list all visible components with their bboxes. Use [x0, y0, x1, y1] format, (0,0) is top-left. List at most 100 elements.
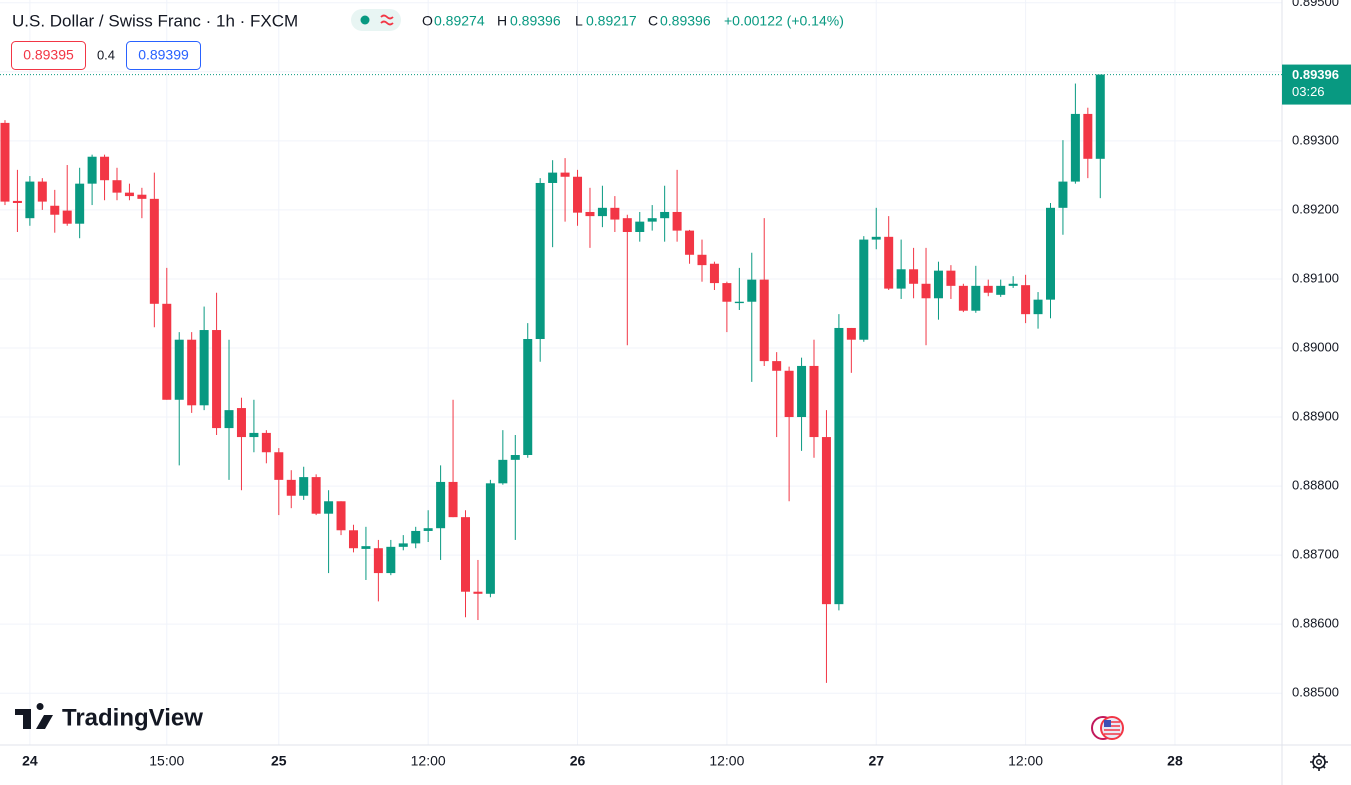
low-value: 0.89217	[586, 13, 637, 29]
candle-body	[573, 176, 583, 213]
candle-body	[971, 285, 981, 311]
open-label: O	[422, 13, 433, 29]
candle-body	[834, 327, 844, 605]
candle-body	[996, 285, 1006, 295]
last-price-box	[1282, 64, 1351, 105]
brand-name: TradingView	[62, 704, 203, 731]
y-tick-label: 0.88700	[1292, 547, 1339, 562]
candle-body	[635, 221, 645, 232]
candle-body	[75, 183, 85, 224]
y-tick-label: 0.89500	[1292, 0, 1339, 9]
open-value: 0.89274	[434, 13, 485, 29]
candle-body	[187, 339, 197, 406]
candle-body	[1095, 74, 1105, 159]
close-label: C	[648, 13, 658, 29]
candle-body	[124, 192, 134, 197]
settings-icon[interactable]	[1310, 753, 1328, 771]
candle-body	[709, 263, 719, 284]
candle-body	[933, 270, 943, 299]
flag-canton	[1104, 720, 1111, 727]
x-tick-label: 12:00	[411, 753, 446, 769]
candle-body	[772, 361, 782, 371]
axes: 0.88500 0.88600 0.88700 0.88800 0.88900 0.890…	[22, 0, 1351, 769]
candle-body	[199, 330, 209, 406]
x-tick-label: 15:00	[149, 753, 184, 769]
candle-body	[361, 546, 371, 549]
high-value: 0.89396	[510, 13, 561, 29]
candle-body	[809, 365, 819, 438]
candle-body	[909, 269, 919, 284]
candle-body	[1070, 113, 1080, 182]
candle-body	[859, 239, 869, 340]
candle-body	[112, 180, 122, 193]
candle-body	[324, 501, 334, 514]
candle-body	[261, 432, 271, 453]
y-tick-label: 0.89300	[1292, 132, 1339, 147]
candle-body	[535, 182, 545, 340]
bar-countdown: 03:26	[1292, 84, 1325, 99]
candle-body	[236, 408, 246, 438]
candle-body	[137, 194, 147, 199]
low-label: L	[575, 13, 583, 29]
candle-body	[100, 156, 110, 181]
candle-body	[87, 156, 97, 184]
close-value: 0.89396	[660, 13, 711, 29]
y-tick-label: 0.88500	[1292, 685, 1339, 700]
candle-body	[946, 270, 956, 286]
candle-body	[286, 479, 296, 496]
y-tick-label: 0.88600	[1292, 616, 1339, 631]
y-tick-label: 0.89000	[1292, 339, 1339, 354]
candle-body	[149, 198, 159, 304]
candle-body	[759, 279, 769, 362]
x-tick-label: 25	[271, 753, 287, 769]
spread: 0.4	[97, 47, 115, 62]
candle-body	[1045, 207, 1055, 300]
candle-body	[610, 207, 620, 220]
candle-body	[162, 303, 172, 400]
candle-body	[846, 327, 856, 340]
x-tick-label: 12:00	[709, 753, 744, 769]
candle-body	[12, 200, 22, 203]
sell-box[interactable]	[11, 41, 86, 70]
candle-body	[672, 211, 682, 231]
status-pill[interactable]	[351, 9, 401, 31]
gear-teeth	[1310, 753, 1328, 771]
candle-body	[348, 530, 358, 549]
gear-hub	[1315, 759, 1322, 766]
high-label: H	[497, 13, 507, 29]
candle-body	[373, 548, 383, 574]
candle-body	[921, 283, 931, 299]
candle-body	[37, 181, 47, 202]
y-tick-label: 0.89100	[1292, 270, 1339, 285]
x-tick-label: 28	[1167, 753, 1183, 769]
candle-body	[25, 181, 35, 219]
y-tick-label: 0.88900	[1292, 408, 1339, 423]
grid	[0, 0, 1282, 745]
candles	[0, 74, 1282, 683]
buy-box[interactable]	[126, 41, 201, 70]
candle-body	[249, 432, 259, 438]
y-tick-label: 0.88800	[1292, 478, 1339, 493]
candle-body	[485, 483, 495, 594]
candle-body	[212, 330, 222, 429]
ask-price: 0.89399	[138, 47, 189, 63]
candle-body	[398, 543, 408, 547]
candle-body	[1008, 283, 1018, 286]
candle-body	[797, 365, 807, 418]
candle-body	[448, 481, 458, 518]
candle-body	[548, 172, 558, 183]
candle-body	[1021, 285, 1031, 315]
candle-body	[622, 218, 632, 232]
candle-body	[336, 501, 346, 531]
data-delay-icon	[380, 14, 394, 26]
candle-body	[411, 530, 421, 544]
candle-body	[560, 172, 570, 177]
candle-body	[958, 285, 968, 311]
candle-body	[747, 279, 757, 302]
candle-body	[50, 205, 60, 215]
candle-body	[62, 210, 72, 224]
candle-body	[473, 591, 483, 594]
candle-body	[386, 546, 396, 574]
